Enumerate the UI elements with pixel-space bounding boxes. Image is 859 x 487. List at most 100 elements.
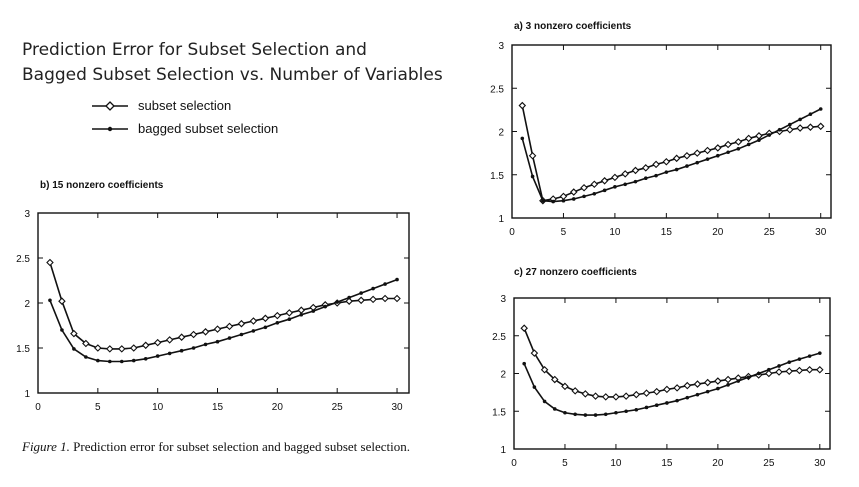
x-tick-label: 15 xyxy=(661,458,673,469)
data-point-subset xyxy=(46,258,54,267)
series-line-bagged xyxy=(523,352,821,416)
page-title-line2: Bagged Subset Selection vs. Number of Va… xyxy=(22,65,443,85)
data-point-subset xyxy=(94,344,102,352)
data-point-bagged xyxy=(552,407,557,411)
data-point-subset xyxy=(518,101,527,110)
data-point-subset xyxy=(249,317,258,325)
chart-b-title: b) 15 nonzero coefficients xyxy=(40,180,164,191)
data-point-subset xyxy=(724,375,732,384)
data-point-subset xyxy=(714,144,722,152)
data-point-bagged xyxy=(563,410,567,415)
data-point-subset xyxy=(703,378,712,387)
data-point-bagged xyxy=(797,357,802,361)
y-tick-label: 2 xyxy=(24,299,30,310)
series-line-bagged xyxy=(49,278,398,363)
filled-dot-marker-icon xyxy=(92,126,128,131)
data-point-subset xyxy=(806,123,815,131)
data-point-subset xyxy=(581,390,590,398)
data-point-subset xyxy=(357,296,365,305)
data-point-subset xyxy=(652,387,661,396)
data-point-bagged xyxy=(623,182,627,187)
data-point-bagged xyxy=(633,179,638,184)
data-point-bagged xyxy=(746,375,751,380)
data-point-bagged xyxy=(624,409,628,414)
data-point-subset xyxy=(369,295,377,304)
data-point-subset xyxy=(796,124,804,132)
data-point-bagged xyxy=(746,142,751,147)
data-point-subset xyxy=(683,151,691,160)
data-point-bagged xyxy=(371,286,375,291)
data-point-subset xyxy=(580,183,588,192)
data-point-subset xyxy=(611,173,619,182)
x-tick-label: 25 xyxy=(332,402,344,413)
x-tick-label: 5 xyxy=(562,458,568,469)
data-point-bagged xyxy=(131,358,136,363)
data-point-bagged xyxy=(522,361,526,366)
data-point-subset xyxy=(590,180,599,189)
data-point-subset xyxy=(744,134,753,143)
data-point-bagged xyxy=(119,359,124,364)
data-point-subset xyxy=(642,389,651,397)
data-point-bagged xyxy=(685,395,690,400)
data-point-subset xyxy=(714,377,722,385)
legend-item-subset: subset selection xyxy=(92,94,278,117)
figure-label: Figure 1. xyxy=(22,439,70,454)
data-point-subset xyxy=(285,309,294,317)
data-point-bagged xyxy=(155,354,160,358)
data-point-subset xyxy=(550,375,559,384)
data-point-subset xyxy=(540,365,549,374)
data-point-bagged xyxy=(541,198,545,203)
y-tick-label: 1.5 xyxy=(492,407,506,418)
data-point-bagged xyxy=(143,357,148,361)
data-point-subset xyxy=(165,336,174,344)
data-point-subset xyxy=(520,324,528,332)
data-point-subset xyxy=(724,140,732,149)
chart-c-title: c) 27 nonzero coefficients xyxy=(514,267,637,278)
data-point-bagged xyxy=(614,410,618,415)
data-point-subset xyxy=(683,381,692,390)
data-point-bagged xyxy=(644,405,649,410)
y-tick-label: 2.5 xyxy=(16,254,30,265)
data-point-bagged xyxy=(654,403,659,408)
data-point-subset xyxy=(601,393,610,401)
page-title-line1: Prediction Error for Subset Selection an… xyxy=(22,40,367,60)
data-point-bagged xyxy=(203,342,208,347)
data-point-subset xyxy=(569,188,578,196)
data-point-bagged xyxy=(239,332,244,337)
data-point-subset xyxy=(631,166,640,175)
data-point-bagged xyxy=(593,413,598,417)
data-point-subset xyxy=(58,297,66,305)
data-point-subset xyxy=(261,314,270,323)
data-point-bagged xyxy=(571,197,576,201)
data-point-subset xyxy=(571,387,579,395)
y-tick-label: 2.5 xyxy=(492,332,506,343)
x-tick-label: 10 xyxy=(609,227,621,238)
data-point-bagged xyxy=(602,188,607,193)
data-point-bagged xyxy=(756,371,761,376)
x-tick-label: 20 xyxy=(712,458,724,469)
x-tick-label: 15 xyxy=(212,402,224,413)
data-point-subset xyxy=(393,294,401,303)
data-point-bagged xyxy=(299,312,304,317)
data-point-bagged xyxy=(643,176,648,181)
y-tick-label: 3 xyxy=(498,41,504,52)
x-tick-label: 10 xyxy=(152,402,164,413)
y-tick-label: 3 xyxy=(500,294,506,305)
data-point-subset xyxy=(141,341,150,350)
plot-frame xyxy=(513,297,831,450)
y-tick-label: 1 xyxy=(498,214,504,225)
x-tick-label: 15 xyxy=(661,227,673,238)
data-point-subset xyxy=(622,392,630,400)
data-point-bagged xyxy=(705,389,710,394)
data-point-bagged xyxy=(108,359,112,364)
data-point-subset xyxy=(785,367,794,376)
data-point-bagged xyxy=(287,317,292,322)
data-point-bagged xyxy=(179,348,184,353)
x-tick-label: 0 xyxy=(511,458,517,469)
y-tick-label: 2 xyxy=(498,128,504,139)
legend-item-bagged: bagged subset selection xyxy=(92,117,278,140)
data-point-subset xyxy=(561,382,569,391)
data-point-bagged xyxy=(347,295,351,300)
data-point-subset xyxy=(117,345,126,353)
data-point-bagged xyxy=(807,354,812,358)
